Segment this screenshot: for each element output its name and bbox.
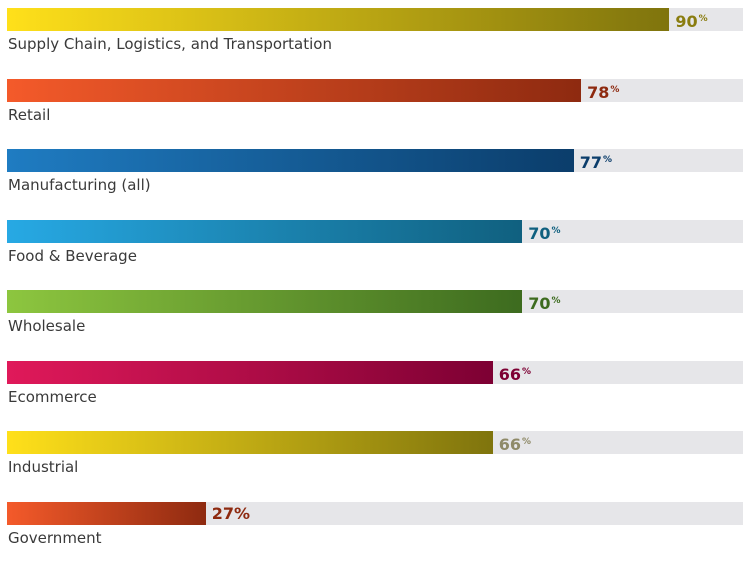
bar bbox=[7, 8, 670, 31]
bar-value-number: 77 bbox=[579, 153, 602, 172]
bar-value-label: 70% bbox=[528, 220, 560, 243]
bar-row: 66% Ecommerce bbox=[0, 353, 750, 423]
category-label: Retail bbox=[8, 105, 51, 124]
bar-value-number: 90 bbox=[675, 12, 698, 31]
category-label: Industrial bbox=[8, 458, 79, 476]
bar-track bbox=[7, 8, 743, 31]
percent-sign: % bbox=[522, 366, 532, 377]
bar-row: 70% Wholesale bbox=[0, 282, 750, 352]
bar bbox=[7, 360, 493, 384]
bar bbox=[7, 290, 523, 313]
bar-track bbox=[7, 219, 743, 243]
percent-sign: % bbox=[233, 503, 251, 523]
bar-value-label: 27% bbox=[212, 502, 250, 525]
category-label: Food & Beverage bbox=[8, 246, 137, 265]
percent-sign: % bbox=[602, 155, 613, 165]
bar-row: 90% Supply Chain, Logistics, and Transpor… bbox=[0, 0, 750, 70]
bar-row: 66% Industrial bbox=[0, 423, 750, 493]
bar-value-label: 66% bbox=[499, 361, 531, 384]
category-label: Wholesale bbox=[8, 317, 86, 335]
percent-sign: % bbox=[698, 14, 708, 24]
bar bbox=[7, 149, 574, 172]
bar-value-label: 78% bbox=[587, 79, 619, 102]
percent-sign: % bbox=[522, 437, 532, 447]
bar bbox=[7, 219, 523, 243]
percent-sign: % bbox=[551, 225, 561, 236]
bar-row: 77% Manufacturing (all) bbox=[0, 141, 750, 211]
bar-row: 78% Retail bbox=[0, 71, 750, 141]
category-label: Manufacturing (all) bbox=[8, 176, 151, 194]
bar-value-number: 70 bbox=[528, 223, 551, 243]
bar-value-label: 70% bbox=[528, 290, 560, 313]
category-label: Government bbox=[8, 528, 102, 547]
bar-track bbox=[7, 360, 743, 384]
category-label: Ecommerce bbox=[8, 387, 97, 406]
bar-chart: 90% Supply Chain, Logistics, and Transpor… bbox=[0, 0, 750, 547]
bar-value-label: 90% bbox=[675, 8, 707, 31]
bar-value-label: 77% bbox=[580, 149, 612, 172]
bar-track bbox=[7, 290, 743, 313]
bar-value-number: 66 bbox=[498, 435, 522, 454]
bar-value-number: 78 bbox=[587, 82, 610, 102]
bar-value-number: 66 bbox=[498, 364, 522, 384]
percent-sign: % bbox=[551, 296, 561, 306]
bar-value-label: 66% bbox=[499, 431, 531, 454]
bar bbox=[7, 501, 206, 525]
bar bbox=[7, 78, 582, 102]
category-label: Supply Chain, Logistics, and Transportat… bbox=[8, 35, 332, 53]
bar-value-number: 27 bbox=[211, 503, 234, 523]
bar-value-number: 70 bbox=[528, 294, 551, 313]
bar-row: 27% Government bbox=[0, 494, 750, 564]
bar-track bbox=[7, 78, 743, 102]
bar bbox=[7, 431, 493, 454]
bar-track bbox=[7, 431, 743, 454]
bar-track bbox=[7, 149, 743, 172]
percent-sign: % bbox=[610, 84, 620, 95]
bar-row: 70% Food & Beverage bbox=[0, 212, 750, 282]
bar-track bbox=[7, 501, 743, 525]
